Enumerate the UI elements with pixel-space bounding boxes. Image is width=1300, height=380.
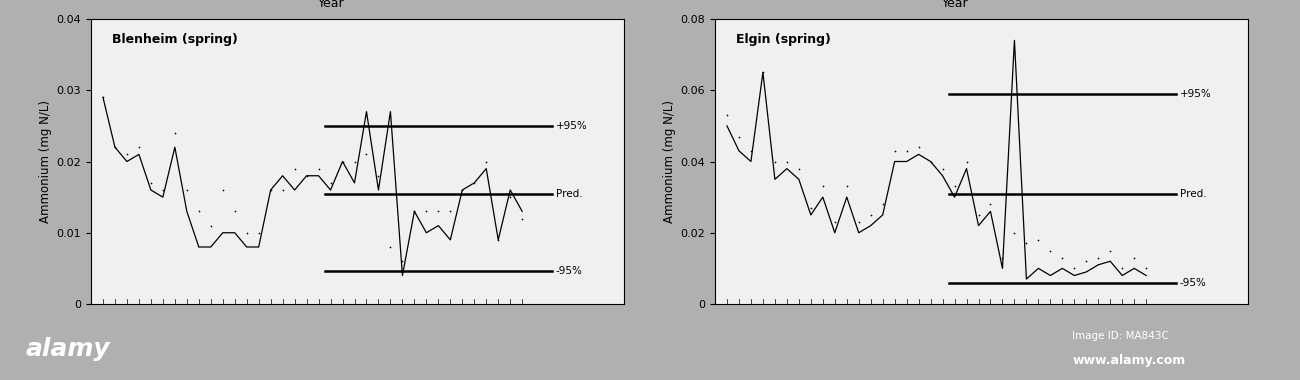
Text: Image ID: MA843C: Image ID: MA843C (1072, 331, 1170, 340)
Point (1123, 255, 1144, 261)
Point (861, 212, 881, 218)
Point (932, 166, 953, 172)
Point (428, 208, 448, 214)
Point (225, 208, 246, 214)
Point (260, 187, 281, 193)
Point (764, 158, 785, 165)
Point (356, 151, 377, 157)
Point (1136, 265, 1157, 271)
Point (416, 208, 437, 214)
Text: Pred.: Pred. (555, 188, 582, 199)
Point (944, 184, 965, 190)
Point (393, 258, 413, 264)
Point (1040, 247, 1061, 253)
Point (439, 208, 460, 214)
Text: Blenheim (spring): Blenheim (spring) (112, 33, 238, 46)
Text: Elgin (spring): Elgin (spring) (736, 33, 831, 46)
Y-axis label: Ammonium (mg N/L): Ammonium (mg N/L) (39, 100, 52, 223)
Point (129, 144, 150, 150)
Point (812, 184, 833, 190)
Point (716, 112, 737, 118)
Point (753, 70, 774, 76)
Point (849, 219, 870, 225)
Point (296, 173, 317, 179)
Point (476, 158, 497, 165)
Point (285, 166, 306, 172)
Point (1112, 265, 1132, 271)
Point (177, 187, 198, 193)
Point (1100, 247, 1121, 253)
Point (788, 166, 809, 172)
Point (488, 237, 508, 243)
Point (452, 187, 473, 193)
Point (404, 208, 425, 214)
Point (741, 148, 762, 154)
Point (368, 173, 389, 179)
Point (920, 158, 941, 165)
Point (1076, 258, 1097, 264)
Point (188, 208, 209, 214)
Point (332, 158, 352, 165)
Point (464, 180, 485, 186)
Point (499, 194, 520, 200)
Point (380, 244, 400, 250)
Text: -95%: -95% (1179, 278, 1206, 288)
Point (824, 219, 845, 225)
Point (956, 158, 976, 165)
Point (1028, 237, 1049, 243)
Point (248, 230, 269, 236)
Point (140, 180, 161, 186)
Point (1063, 265, 1084, 271)
Text: +95%: +95% (1179, 89, 1212, 99)
Text: Year: Year (941, 0, 968, 10)
Point (320, 180, 341, 186)
Point (308, 166, 329, 172)
Point (152, 187, 173, 193)
Point (1017, 241, 1037, 247)
Point (104, 144, 125, 150)
Point (776, 158, 797, 165)
Text: +95%: +95% (555, 121, 588, 131)
Point (968, 212, 989, 218)
Point (92, 94, 113, 100)
Point (344, 158, 365, 165)
Point (992, 255, 1013, 261)
Text: Pred.: Pred. (1179, 188, 1206, 199)
Point (1088, 255, 1109, 261)
Text: www.alamy.com: www.alamy.com (1072, 354, 1186, 367)
Point (164, 130, 185, 136)
Y-axis label: Ammonium (mg N/L): Ammonium (mg N/L) (663, 100, 676, 223)
Point (884, 148, 905, 154)
Point (237, 230, 257, 236)
Text: -95%: -95% (555, 266, 582, 276)
Point (909, 144, 930, 150)
Point (272, 187, 292, 193)
Text: alamy: alamy (26, 337, 110, 361)
Point (980, 201, 1001, 207)
Point (200, 223, 221, 229)
Point (728, 133, 749, 139)
Point (1004, 230, 1024, 236)
Point (836, 184, 857, 190)
Point (896, 148, 916, 154)
Point (117, 151, 138, 157)
Point (512, 215, 533, 222)
Text: Year: Year (317, 0, 344, 10)
Point (872, 201, 893, 207)
Point (212, 187, 233, 193)
Point (801, 205, 822, 211)
Point (1052, 255, 1072, 261)
